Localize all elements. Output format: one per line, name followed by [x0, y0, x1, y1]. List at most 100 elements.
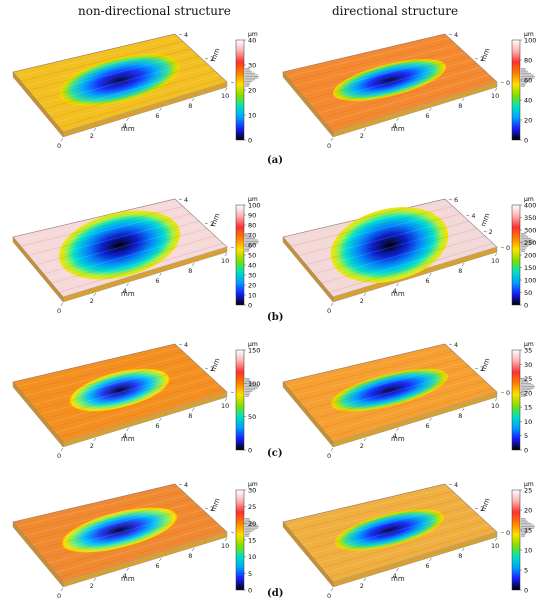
surface-texture [317, 516, 482, 564]
surface-texture [298, 213, 462, 256]
colorbar [511, 204, 521, 306]
colorbar-tick-label: 100 [248, 202, 260, 210]
depression-region [61, 507, 178, 553]
x-axis-tick [159, 107, 162, 112]
x-axis-tick-label: 4 [393, 287, 397, 295]
colorbar-histogram [245, 82, 251, 84]
colorbar-tick-label: 25 [524, 375, 532, 383]
surface-texture [12, 33, 176, 73]
y-axis-tick [448, 33, 453, 36]
surface-texture [24, 209, 188, 252]
y-axis-tick [230, 81, 235, 84]
surface-side [282, 381, 334, 448]
colorbar-histogram [521, 71, 529, 73]
colorbar-histogram [245, 77, 258, 79]
colorbar-tick-label: 15 [524, 404, 532, 412]
colorbar-histogram [245, 249, 250, 251]
colorbar-histogram [521, 76, 535, 78]
colorbar-tick-label: 30 [248, 62, 256, 70]
surface-texture [16, 347, 180, 387]
surface-panel-d-left: 0246810mm024mmµm302520151050 [12, 481, 259, 600]
colorbar-tick-label: 25 [248, 503, 256, 511]
x-axis-tick [461, 97, 465, 102]
x-axis-tick-label: 6 [155, 112, 159, 120]
colorbar-histogram [245, 519, 251, 521]
y-axis-tick-label: 0 [506, 79, 510, 87]
y-axis-tick [204, 57, 209, 60]
colorbar-tick-label: 80 [248, 222, 256, 230]
colorbar-histogram [521, 250, 526, 252]
colorbar-histogram [521, 244, 532, 246]
surface-texture [313, 373, 478, 420]
colorbar-histogram [245, 392, 251, 394]
colorbar-histogram [521, 85, 526, 87]
colorbar-tick-label: 30 [248, 487, 256, 495]
y-axis-tick [448, 343, 453, 346]
colorbar-tick-label: 350 [524, 214, 536, 222]
colorbar-histogram [245, 244, 256, 246]
y-axis-tick [500, 246, 505, 249]
colorbar-histogram [521, 239, 534, 241]
colorbar-histogram [521, 518, 526, 520]
y-axis-label: mm [209, 212, 221, 228]
colorbar-tick-label: 20 [524, 117, 532, 125]
surface-texture [43, 228, 208, 275]
colorbar-histogram [245, 530, 253, 532]
colorbar-histogram [521, 384, 534, 386]
x-axis-tick-label: 4 [123, 122, 127, 130]
colorbar-unit: µm [524, 196, 534, 203]
y-axis-tick [204, 507, 209, 510]
surface-panel-b-left: 0246810mm024mmµm1009080706050403020100 [12, 196, 260, 315]
colorbar-tick-label: 10 [524, 547, 532, 555]
colorbar-histogram [245, 381, 253, 383]
colorbar-tick-label: 10 [248, 112, 256, 120]
colorbar-tick-label: 150 [524, 264, 536, 272]
depression-region [331, 368, 448, 412]
colorbar-histogram [245, 69, 251, 71]
colorbar-tick-label: 10 [248, 553, 256, 561]
x-axis-tick-label: 8 [458, 552, 462, 560]
colorbar-histogram [245, 524, 258, 526]
x-axis-tick [191, 547, 195, 552]
surface-texture [51, 70, 216, 119]
y-axis-tick [230, 531, 235, 534]
y-axis-tick-label: 4 [184, 31, 188, 39]
x-axis-tick [93, 127, 97, 132]
x-axis-tick-label: 4 [123, 287, 127, 295]
x-axis-tick-label: 10 [221, 402, 229, 410]
x-axis-tick [126, 117, 129, 122]
surface-texture [332, 531, 498, 583]
colorbar-tick-label: 20 [248, 87, 256, 95]
x-axis-tick-label: 2 [360, 132, 364, 140]
x-axis-tick [429, 272, 432, 277]
x-axis-tick [429, 557, 432, 562]
surface-texture [290, 491, 454, 532]
surface-texture [305, 55, 470, 101]
colorbar-tick-label: 50 [248, 252, 256, 260]
colorbar-histogram [245, 237, 256, 239]
x-axis-tick [330, 587, 334, 592]
surface-texture [32, 52, 196, 96]
x-axis-tick-label: 8 [188, 102, 192, 110]
surface-texture [282, 483, 446, 523]
colorbar-histogram [521, 249, 526, 251]
surface-texture [329, 387, 494, 438]
x-axis-tick-label: 10 [221, 257, 229, 265]
surface-texture [55, 524, 220, 574]
surface-texture [62, 81, 228, 133]
x-axis-tick-label: 6 [425, 562, 429, 570]
x-axis-tick [396, 117, 399, 122]
colorbar-tick-label: 0 [524, 137, 528, 145]
x-axis-tick-label: 6 [155, 277, 159, 285]
colorbar-histogram [245, 527, 258, 529]
x-axis-tick-label: 0 [57, 307, 61, 315]
colorbar-histogram [521, 236, 529, 238]
surface-texture [35, 220, 200, 266]
surface-texture [294, 354, 458, 397]
colorbar-tick-label: 70 [248, 232, 256, 240]
surface-texture [321, 520, 486, 569]
x-axis-tick-label: 0 [327, 592, 331, 600]
colorbar-histogram [521, 77, 534, 79]
x-axis-tick-label: 8 [458, 412, 462, 420]
surface-texture [309, 59, 474, 105]
